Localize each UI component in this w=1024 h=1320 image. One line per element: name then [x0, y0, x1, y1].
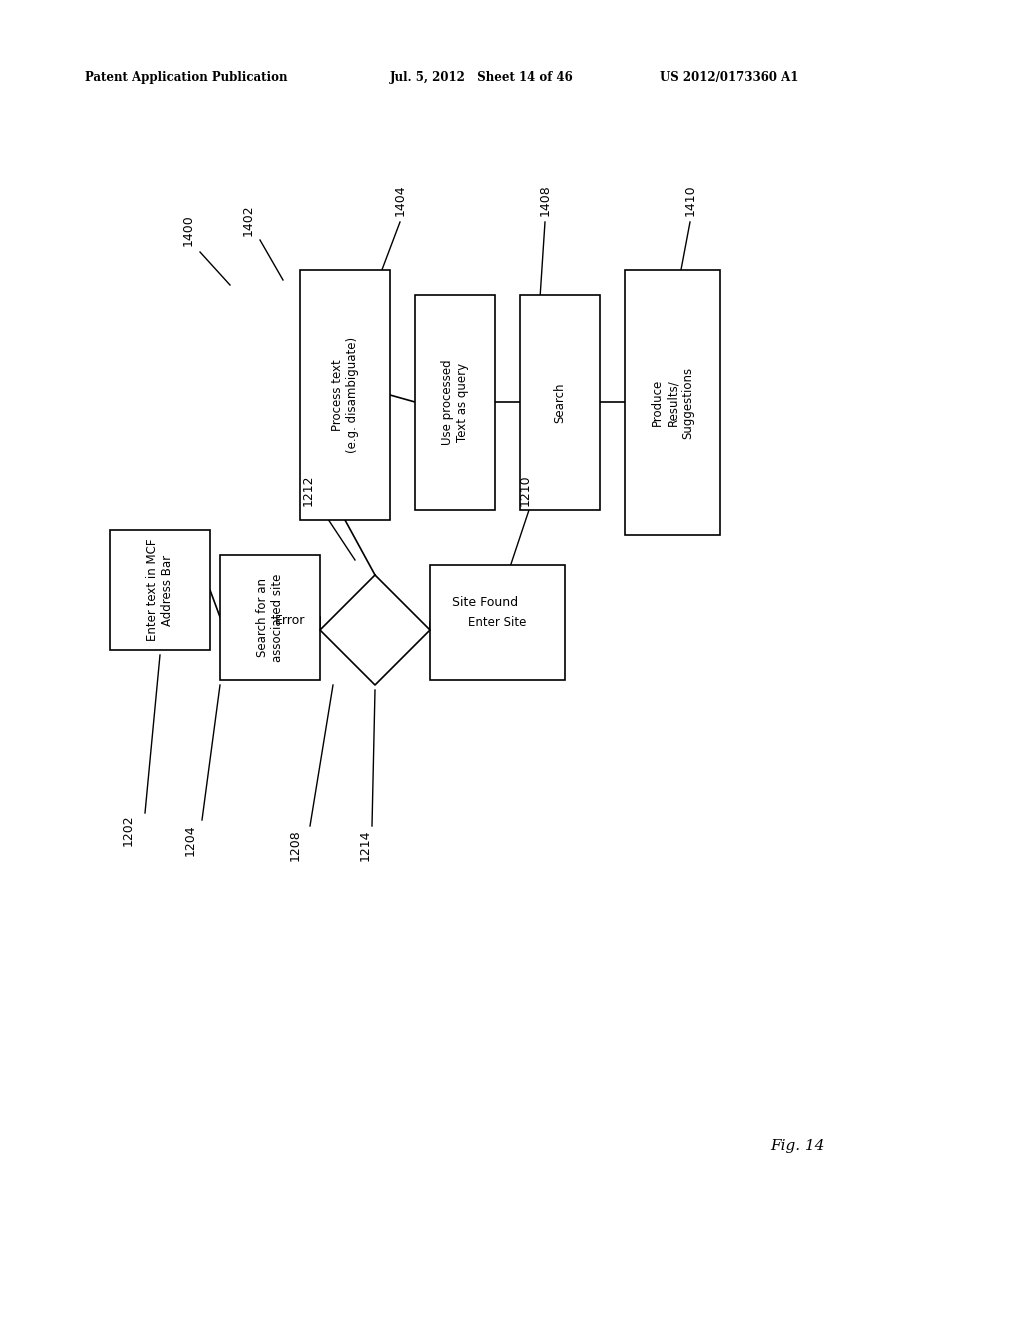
- Text: Produce
Results/
Suggestions: Produce Results/ Suggestions: [651, 367, 694, 438]
- Text: 1404: 1404: [393, 185, 407, 215]
- Text: 1208: 1208: [289, 829, 301, 861]
- Text: 1402: 1402: [242, 205, 255, 236]
- Text: 1410: 1410: [683, 185, 696, 215]
- Bar: [415, 294, 495, 510]
- Bar: [300, 271, 390, 520]
- Text: 1212: 1212: [301, 474, 314, 506]
- Text: US 2012/0173360 A1: US 2012/0173360 A1: [660, 71, 799, 84]
- Bar: [430, 565, 565, 680]
- Text: Patent Application Publication: Patent Application Publication: [85, 71, 288, 84]
- Text: Search: Search: [554, 383, 566, 422]
- Text: 1400: 1400: [181, 214, 195, 246]
- Text: Search for an
associated site: Search for an associated site: [256, 573, 284, 661]
- Polygon shape: [319, 576, 430, 685]
- Text: Enter Site: Enter Site: [468, 616, 526, 630]
- Text: Site Found: Site Found: [452, 595, 518, 609]
- Text: 1210: 1210: [518, 474, 531, 506]
- Text: Error: Error: [274, 614, 305, 627]
- Text: Enter text in MCF
Address Bar: Enter text in MCF Address Bar: [146, 539, 174, 642]
- Bar: [625, 271, 720, 535]
- Text: 1408: 1408: [539, 183, 552, 216]
- Text: 1204: 1204: [183, 824, 197, 855]
- Text: Jul. 5, 2012   Sheet 14 of 46: Jul. 5, 2012 Sheet 14 of 46: [390, 71, 573, 84]
- Text: Process text
(e.g. disambiguate): Process text (e.g. disambiguate): [331, 337, 359, 453]
- Bar: [520, 294, 600, 510]
- Text: 1214: 1214: [358, 829, 372, 861]
- Text: 1202: 1202: [122, 814, 134, 846]
- Text: Fig. 14: Fig. 14: [770, 1139, 824, 1152]
- Bar: [220, 554, 319, 680]
- Bar: [110, 531, 210, 649]
- Text: Use processed
Text as query: Use processed Text as query: [441, 359, 469, 445]
